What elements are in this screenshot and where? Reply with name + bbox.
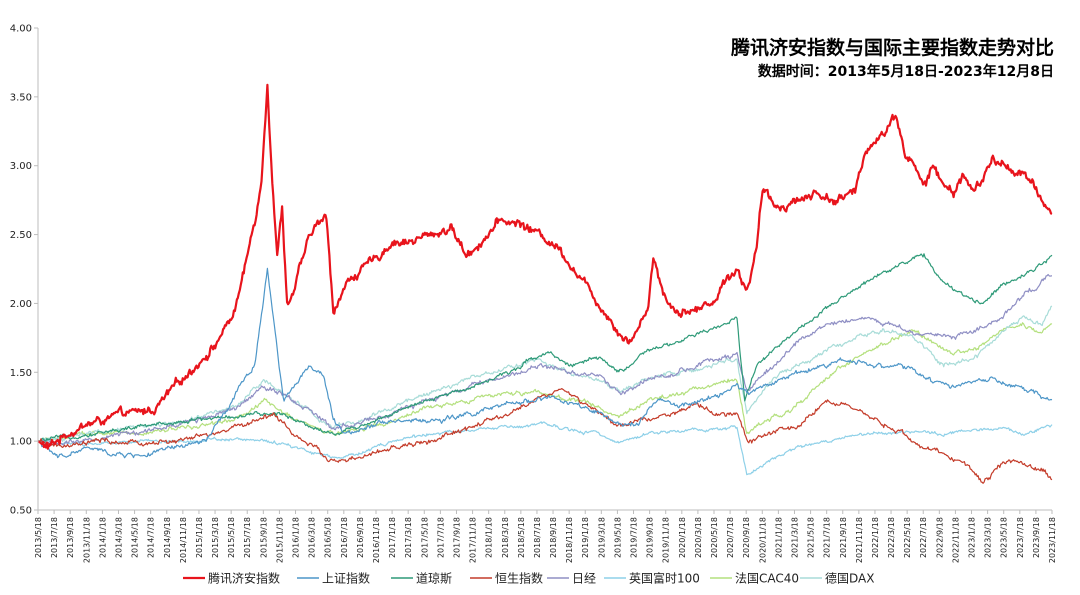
chart-subtitle: 数据时间：2013年5月18日-2023年12月8日	[758, 63, 1054, 80]
series-line-6	[37, 322, 1053, 442]
x-tick-label: 2023/3/18	[984, 517, 993, 558]
x-tick-label: 2014/5/18	[131, 517, 140, 558]
series-line-2	[37, 253, 1053, 442]
x-tick-label: 2013/5/18	[34, 517, 43, 558]
x-tick-label: 2016/1/18	[292, 517, 301, 558]
plot-lines	[37, 83, 1053, 484]
x-tick-label: 2016/11/18	[372, 517, 381, 563]
legend-label-7: 德国DAX	[825, 571, 874, 586]
legend-label-6: 法国CAC40	[735, 572, 799, 586]
x-tick-label: 2022/11/18	[951, 517, 960, 563]
x-tick-label: 2014/7/18	[147, 517, 156, 558]
x-tick-label: 2016/7/18	[340, 517, 349, 558]
x-tick-label: 2016/9/18	[356, 517, 365, 558]
chart-title: 腾讯济安指数与国际主要指数走势对比	[730, 36, 1054, 59]
x-tick-label: 2019/7/18	[630, 517, 639, 558]
x-tick-label: 2021/7/18	[823, 517, 832, 558]
x-tick-label: 2014/1/18	[98, 517, 107, 558]
x-tick-label: 2014/9/18	[163, 517, 172, 558]
x-tick-label: 2017/5/18	[420, 517, 429, 558]
series-line-4	[37, 273, 1052, 446]
x-tick-label: 2015/11/18	[275, 517, 284, 563]
y-tick-label: 1.00	[10, 437, 32, 448]
x-tick-label: 2018/1/18	[485, 517, 494, 558]
x-tick-label: 2021/9/18	[839, 517, 848, 558]
x-tick-label: 2019/1/18	[581, 517, 590, 558]
x-tick-label: 2015/1/18	[195, 517, 204, 558]
series-line-7	[37, 305, 1053, 442]
x-tick-label: 2018/3/18	[501, 517, 510, 558]
legend-label-0: 腾讯济安指数	[208, 571, 280, 586]
x-tick-label: 2017/11/18	[469, 517, 478, 563]
x-tick-label: 2018/9/18	[549, 517, 558, 558]
x-tick-label: 2023/5/18	[1000, 517, 1009, 558]
legend-label-1: 上证指数	[322, 571, 370, 586]
x-tick-label: 2023/1/18	[968, 517, 977, 558]
y-tick-label: 3.00	[10, 161, 32, 172]
x-tick-label: 2020/3/18	[694, 517, 703, 558]
x-tick-label: 2018/7/18	[533, 517, 542, 558]
x-tick-label: 2022/3/18	[887, 517, 896, 558]
x-tick-label: 2014/3/18	[114, 517, 123, 558]
x-tick-label: 2016/3/18	[308, 517, 317, 558]
x-tick-label: 2020/1/18	[678, 517, 687, 558]
y-tick-label: 4.00	[10, 24, 32, 35]
x-tick-label: 2020/11/18	[758, 517, 767, 563]
x-tick-label: 2018/5/18	[517, 517, 526, 558]
x-tick-label: 2022/5/18	[903, 517, 912, 558]
x-tick-label: 2013/11/18	[82, 517, 91, 563]
series-line-0	[37, 83, 1053, 450]
x-tick-label: 2023/11/18	[1048, 517, 1057, 563]
x-tick-label: 2015/7/18	[243, 517, 252, 558]
x-tick-label: 2017/7/18	[436, 517, 445, 558]
y-tick-label: 3.50	[10, 92, 32, 103]
x-tick-label: 2021/1/18	[774, 517, 783, 558]
x-tick-label: 2013/9/18	[66, 517, 75, 558]
x-tick-label: 2022/1/18	[871, 517, 880, 558]
x-tick-label: 2015/3/18	[211, 517, 220, 558]
legend: 腾讯济安指数 上证指数 道琼斯 恒生指数 日经 英国富时100 法国CAC40 德国DAX	[183, 571, 874, 586]
x-tick-label: 2015/9/18	[259, 517, 268, 558]
x-tick-label: 2020/7/18	[726, 517, 735, 558]
axes: 0.50 1.00 1.50 2.00 2.50 3.00 3.50 4.00 2013/5/1…	[10, 24, 1057, 564]
y-tick-label: 2.50	[10, 230, 32, 241]
legend-label-3: 恒生指数	[495, 571, 543, 586]
x-tick-label: 2017/9/18	[452, 517, 461, 558]
x-tick-label: 2018/11/18	[565, 517, 574, 563]
x-tick-label: 2019/5/18	[613, 517, 622, 558]
y-tick-label: 2.00	[10, 299, 32, 310]
x-tick-label: 2022/9/18	[935, 517, 944, 558]
x-tick-label: 2020/9/18	[742, 517, 751, 558]
x-tick-label: 2021/11/18	[855, 517, 864, 563]
x-tick-label: 2015/5/18	[227, 517, 236, 558]
x-tick-label: 2019/3/18	[597, 517, 606, 558]
x-tick-label: 2023/7/18	[1016, 517, 1025, 558]
x-tick-label: 2021/3/18	[790, 517, 799, 558]
x-tick-label: 2022/7/18	[919, 517, 928, 558]
x-tick-label: 2023/9/18	[1032, 517, 1041, 558]
x-tick-label: 2014/11/18	[179, 517, 188, 563]
legend-label-5: 英国富时100	[629, 571, 700, 586]
y-tick-label: 1.50	[10, 368, 32, 379]
series-line-3	[37, 388, 1053, 484]
x-tick-label: 2019/11/18	[662, 517, 671, 563]
x-tick-label: 2017/3/18	[404, 517, 413, 558]
x-tick-label: 2013/7/18	[50, 517, 59, 558]
legend-label-2: 道琼斯	[416, 571, 452, 586]
x-tick-label: 2021/5/18	[807, 517, 816, 558]
x-tick-label: 2016/5/18	[324, 517, 333, 558]
series-line-1	[37, 267, 1053, 459]
x-tick-label: 2019/9/18	[646, 517, 655, 558]
x-tick-label: 2020/5/18	[710, 517, 719, 558]
y-tick-label: 0.50	[10, 506, 32, 517]
x-tick-label: 2017/1/18	[388, 517, 397, 558]
legend-label-4: 日经	[572, 572, 596, 586]
